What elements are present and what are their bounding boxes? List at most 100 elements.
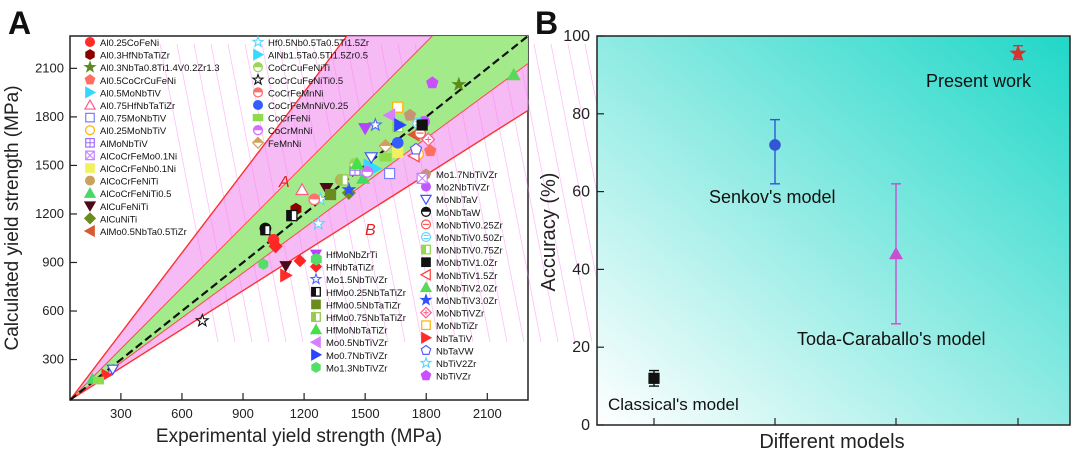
- outer-band-hatch: [363, 43, 423, 343]
- chart-a-y-tick-label-4: 1500: [35, 157, 64, 172]
- data-point-hfmonbtatizr-0: [349, 156, 365, 170]
- data-point-hfnbtatizr-0: [268, 239, 283, 254]
- legend-marker-al0-25cofeni: [84, 36, 96, 48]
- data-point-mo1-3nbtivzr-0-shape: [310, 252, 322, 266]
- legend-marker-al0-25monbtiv: [84, 125, 96, 136]
- data-point-alcufeniti-0-shape: [319, 182, 334, 196]
- data-point-mo0-5nbtivzr-0-shape: [382, 108, 396, 123]
- legend-marker-cocrcufeniti0-5-shape: [251, 72, 265, 86]
- legend-marker-monbtiv0-50zr-dash: [423, 234, 429, 240]
- legend-label-alcocrfeniti0-5: AlCoCrFeNiTi0.5: [100, 189, 171, 200]
- data-point-monbtiv2-0zr-0: [506, 67, 521, 81]
- legend-marker-al0-3hfnbtatizr-shape: [85, 49, 95, 61]
- legend-marker-nbtativ-shape: [421, 331, 433, 344]
- legend-marker-hf0-5nb0-5ta0-5ti1-5zr-shape: [251, 35, 265, 48]
- legend-marker-monbtiv1-5zr: [419, 268, 431, 281]
- legend-label-monbtiv2-0zr: MoNbTiV2.0Zr: [436, 283, 497, 294]
- legend-marker-alcufeniti: [83, 201, 97, 212]
- chart-b-y-tick-label-5: 100: [563, 28, 590, 45]
- legend-label-alcocrfenb0-1ni: AlCoCrFeNb0.1Ni: [100, 164, 176, 175]
- data-point-mo0-7nbtivzr-0: [394, 117, 407, 132]
- data-point-femnni-0: [378, 138, 393, 154]
- legend-marker-alcocrfeniti: [84, 175, 96, 186]
- legend-label-almo0-5nbta0-5tizr: AlMo0.5NbTa0.5TiZr: [100, 227, 187, 238]
- legend-label-hfmo0-5nbtatizr: HfMo0.5NbTaTiZr: [326, 300, 401, 311]
- legend-marker-cocrcufeniti0-5: [251, 72, 265, 86]
- legend-marker-cocrfemnni-half-light: [253, 92, 263, 97]
- data-point-al0-75hfnbtatizr-0-shape: [295, 182, 310, 196]
- outer-band-hatch: [346, 43, 406, 343]
- data-point-nbtavw-0-shape: [409, 142, 423, 155]
- legend-label-alcufeniti: AlCuFeNiTi: [100, 202, 148, 213]
- data-point-hfmonbtatizr-0-shape: [349, 156, 365, 170]
- legend-marker-monbtiv0-75zr: [421, 244, 431, 255]
- legend-marker-almonbtiv: [85, 137, 95, 148]
- chart-a-y-tick-label-6: 2100: [35, 60, 64, 75]
- legend-marker-al0-25cofeni-shape: [84, 36, 96, 48]
- legend-label-monbtiv0-25zr: MoNbTiV0.25Zr: [436, 220, 503, 231]
- data-point-nbtivzr-0-shape: [426, 76, 439, 89]
- data-point-nbtiv2zr-0: [310, 215, 326, 231]
- legend-label-hfmo0-25nbtatizr: HfMo0.25NbTaTiZr: [326, 288, 406, 299]
- legend-label-alnb1-5ta0-5ti1-5zr0-5: AlNb1.5Ta0.5Ti1.5Zr0.5: [268, 51, 368, 62]
- upper-boundary-line: [69, 35, 348, 401]
- chart-a-y-tick-label-2: 900: [42, 254, 64, 269]
- chart-b-x-axis-title: Different models: [759, 431, 904, 453]
- model-point-present-work: [1009, 44, 1027, 61]
- chart-b-y-tick-label-0: 0: [581, 417, 590, 434]
- extra-data-point-alcufeniti-4: [279, 261, 293, 273]
- legend-marker-al0-5cocrcufeni: [84, 74, 96, 85]
- extra-data-point-hfnbtatizr-5: [293, 254, 307, 268]
- legend-marker-cocrfemnni-half: [253, 87, 263, 93]
- data-point-hfmo0-75nbtatizr-0: [337, 174, 349, 186]
- legend-marker-cocrcufeniti-outline: [252, 62, 264, 73]
- data-point-femnni-0-half: [379, 139, 392, 147]
- legend-marker-alcocrfeniti-shape: [84, 175, 96, 186]
- data-point-hfnbtatizr-0-shape: [268, 239, 283, 254]
- legend-label-al0-3hfnbtatizr: Al0.3HfNbTaTiZr: [100, 51, 170, 62]
- chart-b-frame: [596, 35, 1071, 426]
- legend-label-alcocrfemo0-1ni: AlCoCrFeMo0.1Ni: [100, 151, 177, 162]
- lower-boundary-line: [69, 109, 529, 401]
- extra-data-point-monbtav-1-shape: [106, 364, 120, 376]
- model-label-present-work: Present work: [926, 71, 1032, 91]
- data-point-mo1-7nbtivzr-0: [403, 108, 417, 121]
- legend-marker-hfmo0-25nbtatizr-outline: [311, 286, 321, 297]
- legend-marker-monbtav-shape: [419, 194, 433, 206]
- legend-marker-hfmo0-25nbtatizr-half: [311, 287, 316, 297]
- data-point-femnni-0-half-light: [379, 146, 392, 153]
- legend-marker-monbtivzr-cross: [423, 310, 429, 316]
- legend-marker-alcuniti-shape: [83, 212, 97, 225]
- outer-band-hatch: [227, 43, 287, 343]
- data-point-mo1-7nbtivzr-0-shape: [403, 108, 417, 121]
- data-point-monbtivzr-0-cross: [425, 136, 432, 143]
- data-point-hfmo0-75nbtatizr-0-half-light: [342, 174, 348, 185]
- legend-marker-cocrmnni-outline: [252, 125, 264, 136]
- chart-a-y-tick-label-0: 300: [42, 352, 64, 367]
- data-point-cocrfemnni-0-outline: [308, 193, 321, 206]
- data-point-alcocrfenb0-1ni-0: [392, 146, 404, 159]
- legend-label-mo2nbtivzr: Mo2NbTiVZr: [436, 183, 490, 194]
- legend-marker-cocrfemnniv0-25: [252, 99, 264, 111]
- legend-label-cocrcufeniti0-5: CoCrCuFeNiTi0.5: [268, 76, 343, 87]
- legend-marker-al0-25monbtiv-shape: [84, 125, 96, 136]
- legend-label-hfmonbtatizr: HfMoNbTaTiZr: [326, 326, 387, 337]
- legend-marker-monbtaw: [420, 206, 432, 217]
- data-point-al0-3nbta0-8ti1-4v0-2zr1-3-0-shape: [451, 76, 467, 91]
- legend-label-hf0-5nb0-5ta0-5ti1-5zr: Hf0.5Nb0.5Ta0.5Ti1.5Zr: [268, 38, 369, 49]
- legend-marker-mo0-5nbtivzr-shape: [309, 336, 321, 349]
- legend-label-al0-75hfnbtatizr: Al0.75HfNbTaTiZr: [100, 101, 175, 112]
- data-point-cocrcufeniti0-5-0-shape: [194, 312, 210, 328]
- data-point-mo0-5nbtivzr-0: [382, 108, 396, 123]
- legend-marker-alcocrfeniti0-5: [83, 187, 97, 198]
- data-point-alcocrfenb0-1ni-0-shape: [392, 146, 404, 159]
- legend-marker-monbtiv0-50zr-shape: [420, 231, 432, 243]
- data-point-monbtav-0: [364, 152, 379, 165]
- legend-label-hfmonbzrti: HfMoNbZrTi: [326, 250, 377, 261]
- data-point-hfmonbzrti-0: [358, 123, 373, 136]
- legend-marker-monbtiv3-0zr: [419, 293, 433, 306]
- legend-marker-hfmo0-75nbtatizr-half: [311, 312, 316, 322]
- legend-marker-al0-5monbtiv-shape: [85, 86, 97, 99]
- data-point-hfmo0-25nbtatizr-0-outline: [286, 209, 298, 222]
